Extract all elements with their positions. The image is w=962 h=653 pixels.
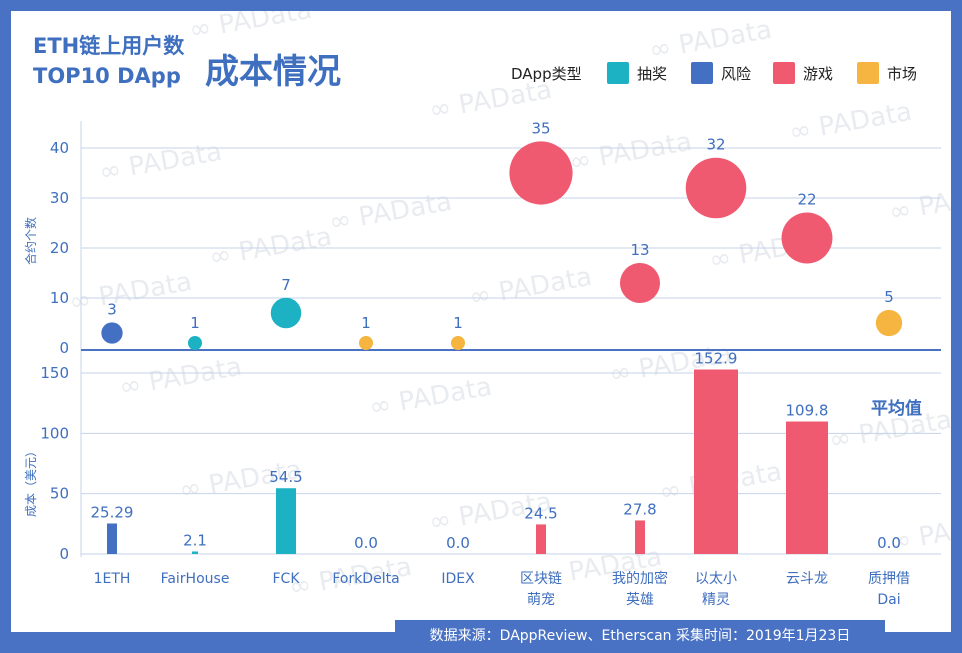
top-y-tick-label: 20 <box>50 239 69 257</box>
bottom-y-tick-label: 0 <box>59 545 69 563</box>
legend-label-2: 游戏 <box>803 65 833 83</box>
bubble-5 <box>509 141 573 205</box>
category-label-8-line-0: 云斗龙 <box>786 571 828 587</box>
chart-frame: ∞ PAData ∞ PAData ∞ PAData ∞ PAData ∞ PAData… <box>11 11 951 632</box>
bubble-value-label-9: 5 <box>884 288 894 306</box>
bar-6 <box>635 520 645 554</box>
bottom-y-tick-label: 150 <box>40 364 69 382</box>
bar-value-label-7: 152.9 <box>695 350 738 368</box>
bottom-y-axis-label: 成本（美元） <box>24 445 38 517</box>
legend-swatch-0 <box>607 62 629 84</box>
watermark-text: ∞ PAData <box>367 372 494 423</box>
bubble-9 <box>875 309 903 337</box>
top-y-tick-label: 30 <box>50 189 69 207</box>
bar-8 <box>786 421 828 554</box>
top-y-axis-label: 合约个数 <box>23 217 38 265</box>
category-label-6-line-1: 英雄 <box>626 591 654 608</box>
bubble-2 <box>270 297 302 329</box>
bar-value-label-8: 109.8 <box>786 402 829 420</box>
bubble-value-label-4: 1 <box>453 314 463 332</box>
bubble-value-label-8: 22 <box>797 191 816 209</box>
bar-2 <box>276 488 296 554</box>
category-label-7-line-1: 精灵 <box>702 592 730 608</box>
chart-title-line1: ETH链上用户数 <box>33 34 185 58</box>
watermark-text: ∞ PAData <box>207 222 334 273</box>
category-label-9-line-1: Dai <box>877 592 900 608</box>
bubble-value-label-2: 7 <box>281 276 291 294</box>
legend-title: DApp类型 <box>511 65 582 83</box>
bar-value-label-3: 0.0 <box>354 534 378 552</box>
legend: DApp类型 抽奖 风险 游戏 市场 <box>511 62 917 84</box>
bubble-value-label-7: 32 <box>706 136 725 154</box>
bar-1 <box>192 551 198 554</box>
bar-value-label-9: 0.0 <box>877 534 901 552</box>
watermark-text: ∞ PAData <box>67 267 194 318</box>
bar-value-label-5: 24.5 <box>524 504 557 522</box>
bubble-3 <box>359 336 373 350</box>
bottom-y-tick-label: 50 <box>50 485 69 503</box>
bubble-value-label-1: 1 <box>190 314 200 332</box>
watermark-text: ∞ PAData <box>117 352 244 403</box>
bubble-7 <box>685 157 747 219</box>
bubble-value-label-3: 1 <box>361 314 371 332</box>
bar-5 <box>536 524 546 554</box>
top-y-tick-label: 40 <box>50 139 69 157</box>
category-label-4-line-0: IDEX <box>441 571 475 587</box>
watermark-text: ∞ PAData <box>97 137 224 188</box>
bubble-series: 3 1 7 1 1 35 13 32 22 5 <box>101 119 903 350</box>
watermark-text: ∞ PAData <box>467 262 594 313</box>
bottom-y-tick-label: 100 <box>40 424 69 442</box>
category-label-2-line-0: FCK <box>272 571 300 587</box>
legend-label-3: 市场 <box>887 65 917 83</box>
watermark-text: ∞ PAData <box>327 187 454 238</box>
category-label-1-line-0: FairHouse <box>161 571 230 587</box>
bubble-value-label-5: 35 <box>531 119 550 137</box>
category-label-5-line-0: 区块链 <box>520 571 562 587</box>
bubble-8 <box>781 212 833 264</box>
top-y-tick-label: 10 <box>50 289 69 307</box>
category-label-5-line-1: 萌宠 <box>527 592 555 608</box>
category-label-7-line-0: 以太小 <box>695 571 737 587</box>
bar-value-label-1: 2.1 <box>183 531 207 549</box>
category-label-6-line-0: 我的加密 <box>612 570 668 587</box>
bubble-4 <box>451 336 465 350</box>
category-label-9-line-0: 质押借 <box>868 571 910 587</box>
watermark-text: ∞ PAData <box>187 11 314 46</box>
legend-label-0: 抽奖 <box>637 65 667 83</box>
category-label-3-line-0: ForkDelta <box>332 571 399 587</box>
bubble-value-label-0: 3 <box>107 300 117 318</box>
bubble-0 <box>101 322 123 344</box>
bar-0 <box>107 523 117 554</box>
chart-title-main: 成本情况 <box>205 52 341 92</box>
top-y-tick-label: 0 <box>59 339 69 357</box>
bubble-1 <box>188 336 202 350</box>
watermark-text: ∞ PAData <box>887 177 951 228</box>
bar-value-label-2: 54.5 <box>269 468 302 486</box>
legend-label-1: 风险 <box>721 65 751 83</box>
bar-series: 25.29 2.1 54.5 0.0 0.0 24.5 27.8 152.9 109.8 0.0 <box>91 350 901 554</box>
watermark-text: ∞ PAData <box>567 127 694 178</box>
legend-swatch-2 <box>773 62 795 84</box>
average-label: 平均值 <box>871 398 922 419</box>
bar-value-label-4: 0.0 <box>446 534 470 552</box>
watermark-text: ∞ PAData <box>647 15 774 66</box>
category-label-0-line-0: 1ETH <box>94 571 131 587</box>
watermark-text: ∞ PAData <box>787 97 914 148</box>
legend-swatch-3 <box>857 62 879 84</box>
bar-value-label-6: 27.8 <box>623 500 656 518</box>
footer-source: 数据来源：DAppReview、Etherscan 采集时间：2019年1月23… <box>429 628 851 644</box>
chart-canvas: ∞ PAData∞ PAData∞ PAData∞ PAData∞ PAData… <box>23 11 951 608</box>
bubble-value-label-6: 13 <box>630 241 649 259</box>
footer-bar: 数据来源：DAppReview、Etherscan 采集时间：2019年1月23… <box>395 620 885 653</box>
bar-value-label-0: 25.29 <box>91 503 134 521</box>
chart-title-line2: TOP10 DApp <box>33 64 181 88</box>
bubble-6 <box>619 262 661 304</box>
bar-7 <box>694 369 738 554</box>
legend-swatch-1 <box>691 62 713 84</box>
